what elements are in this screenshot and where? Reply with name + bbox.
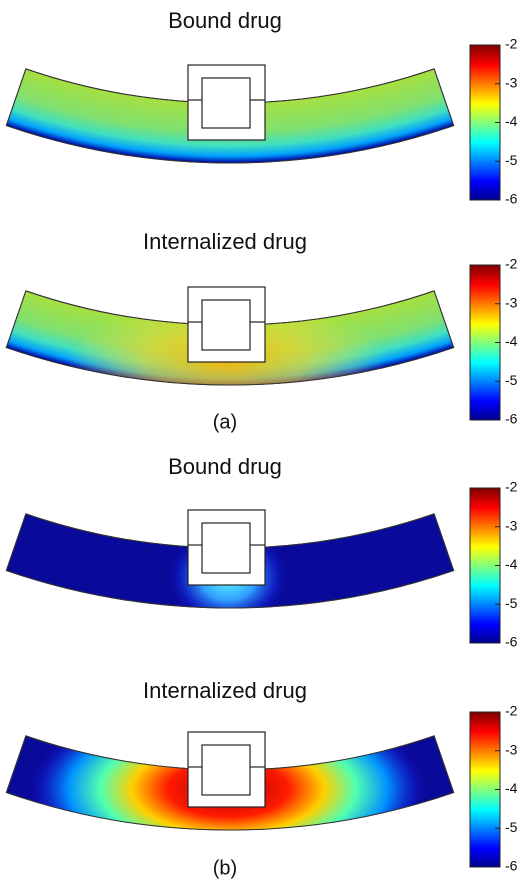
colorbar-tick-label: -4 [505,113,518,129]
colorbar-tick-label: -3 [505,741,518,757]
colorbar-tick-label: -5 [505,372,518,388]
colorbar-tick-label: -4 [505,780,518,796]
colorbar-tick-label: -3 [505,517,518,533]
device-inner [201,77,251,129]
colorbar-tick-label: -5 [505,595,518,611]
field-outline [5,68,455,164]
panel-title: Internalized drug [143,678,307,703]
caption: (b) [213,857,237,879]
field-outline [5,290,455,386]
device-inner [201,522,251,574]
field-outline [5,513,455,609]
caption: (a) [213,411,237,433]
colorbar-tick-label: -2 [505,36,518,52]
colorbar-tick-label: -3 [505,294,518,310]
panel-title: Bound drug [168,454,282,479]
colorbar-tick-label: -3 [505,74,518,90]
colorbar-tick-label: -5 [505,819,518,835]
field-outline [5,735,455,831]
colorbar-tick-label: -2 [505,256,518,272]
colorbar-tick-label: -2 [505,479,518,495]
colorbar-tick-label: -6 [505,191,518,207]
panel-title: Bound drug [168,8,282,33]
panel-title: Internalized drug [143,229,307,254]
device-inner [201,744,251,796]
colorbar-tick-label: -6 [505,634,518,650]
colorbar-tick-label: -5 [505,152,518,168]
colorbar-tick-label: -4 [505,556,518,572]
colorbar-tick-label: -6 [505,858,518,874]
device-inner [201,299,251,351]
colorbar-tick-label: -2 [505,703,518,719]
colorbar-tick-label: -4 [505,333,518,349]
colorbar-tick-label: -6 [505,411,518,427]
